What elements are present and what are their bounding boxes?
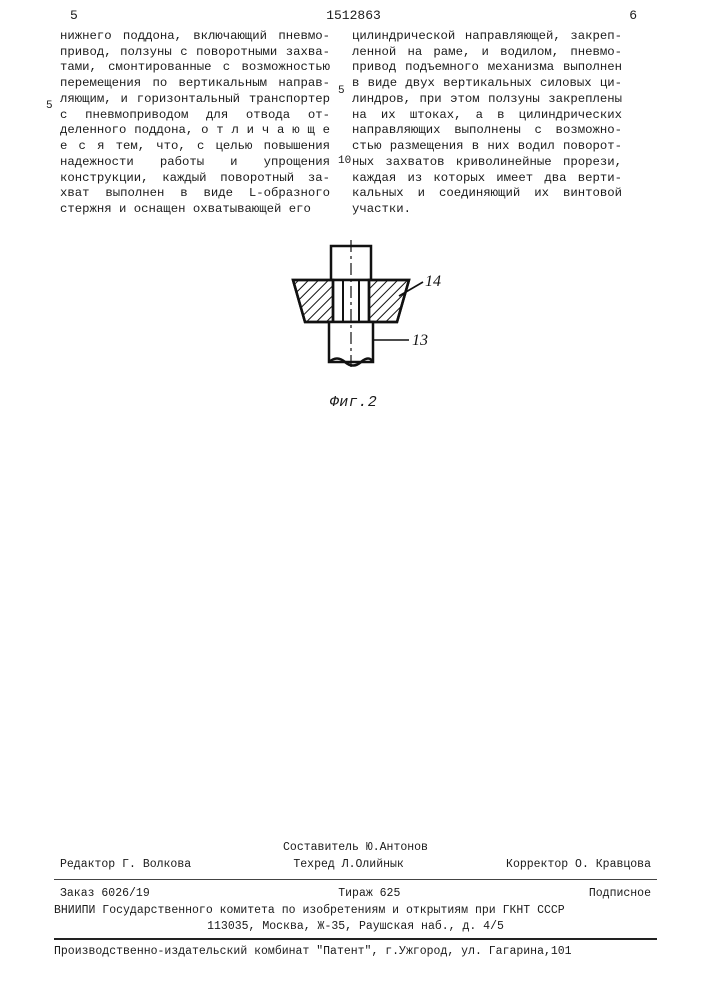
corrector: Корректор О. Кравцова (506, 857, 651, 873)
divider-1 (54, 879, 657, 880)
figure-label-13: 13 (412, 332, 428, 349)
line-marker-5r: 5 (338, 84, 345, 98)
text-columns: 5 нижнего поддона, включающий пневмо­при… (0, 25, 707, 218)
column-left: 5 нижнего поддона, включающий пневмо­при… (60, 29, 330, 218)
column-right-text: цилиндрической направляющей, закреп­ленн… (352, 29, 622, 216)
line-marker-10r: 10 (338, 154, 351, 168)
figure-block: 14 13 Фиг.2 (0, 240, 707, 411)
order-number: Заказ 6026/19 (60, 886, 150, 902)
publisher-line: Производственно-издательский комбинат "П… (54, 944, 657, 960)
order-row: Заказ 6026/19 Тираж 625 Подписное (54, 884, 657, 904)
vniipi-line2: 113035, Москва, Ж-35, Раушская наб., д. … (54, 919, 657, 935)
document-number: 1512863 (0, 8, 707, 23)
figure-label-14: 14 (425, 273, 441, 290)
figure-caption: Фиг.2 (0, 394, 707, 411)
divider-2 (54, 938, 657, 940)
tirazh: Тираж 625 (338, 886, 400, 902)
staff-row: Редактор Г. Волкова Техред Л.Олийнык Кор… (54, 855, 657, 875)
vniipi-line1: ВНИИПИ Государственного комитета по изоб… (54, 903, 657, 919)
colophon: Составитель Ю.Антонов Редактор Г. Волков… (0, 840, 707, 960)
tech-editor: Техред Л.Олийнык (293, 857, 403, 873)
page: 1512863 5 6 5 нижнего поддона, включающи… (0, 0, 707, 1000)
podpisnoe: Подписное (589, 886, 651, 902)
figure-2-drawing: 14 13 (259, 240, 449, 385)
line-marker-5: 5 (46, 99, 53, 113)
compiler-line: Составитель Ю.Антонов (54, 840, 657, 856)
editor: Редактор Г. Волкова (60, 857, 191, 873)
column-right: 5 10 цилиндрической направляющей, закреп… (352, 29, 622, 218)
column-left-text: нижнего поддона, включающий пневмо­приво… (60, 29, 330, 216)
